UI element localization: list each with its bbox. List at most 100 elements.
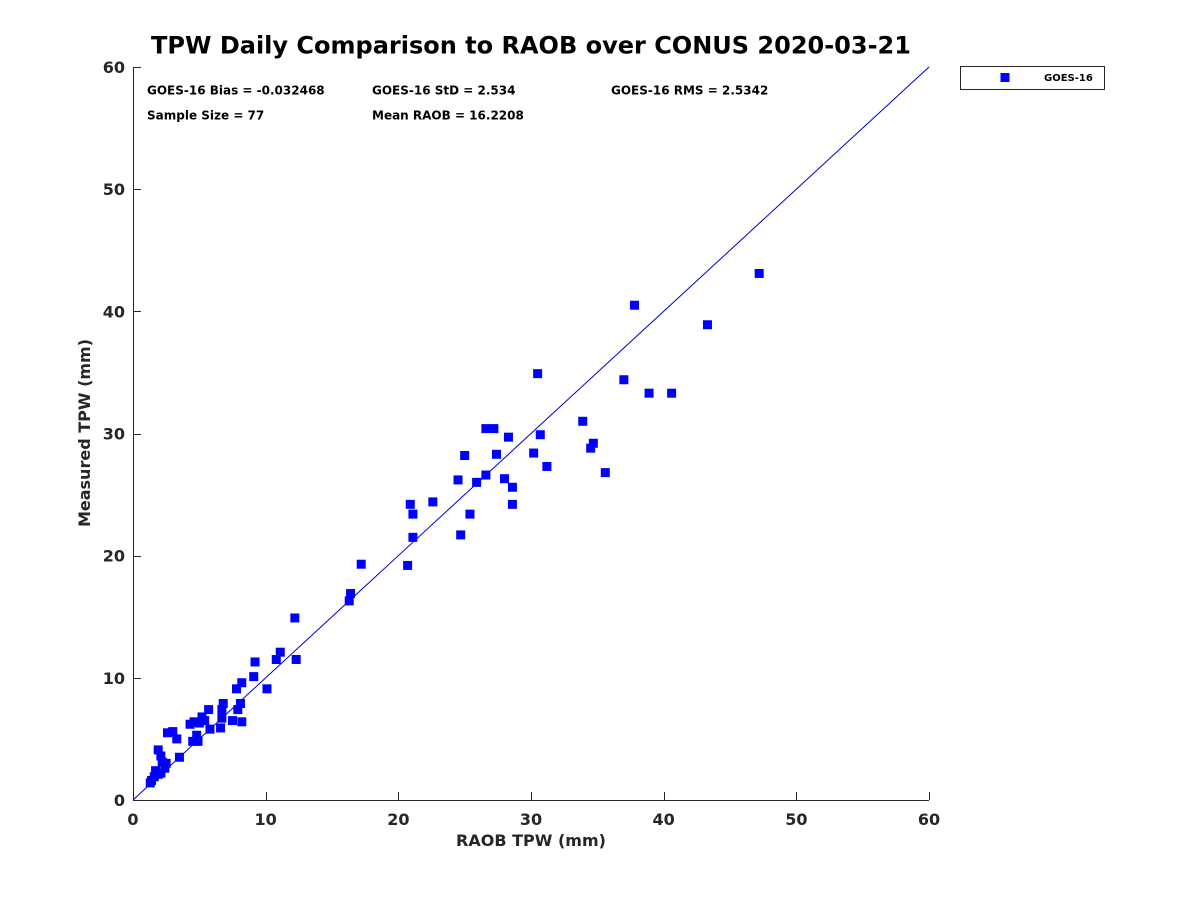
legend-label-goes-16: GOES-16 (1044, 73, 1093, 84)
x-tick-label: 20 (387, 810, 409, 829)
data-point (346, 589, 356, 599)
data-point (754, 268, 764, 278)
data-point (271, 655, 281, 665)
data-point (192, 730, 202, 740)
x-tick-label: 50 (785, 810, 807, 829)
data-point (405, 499, 415, 509)
legend-box (960, 66, 1105, 90)
data-point (428, 497, 438, 507)
data-point (156, 768, 166, 778)
x-tick-label: 60 (918, 810, 940, 829)
x-tick-label: 30 (520, 810, 542, 829)
data-point (218, 698, 228, 708)
data-point (507, 499, 517, 509)
data-point (194, 718, 204, 728)
legend: GOES-16 (960, 66, 1105, 90)
data-point (489, 424, 499, 434)
data-point (629, 300, 639, 310)
data-point (237, 678, 247, 688)
data-point (172, 734, 182, 744)
data-point (204, 705, 214, 715)
y-tick-label: 40 (103, 302, 125, 321)
y-tick-label: 20 (103, 547, 125, 566)
data-point (499, 474, 509, 484)
data-point (465, 509, 475, 519)
data-point (507, 482, 517, 492)
data-point (472, 477, 482, 487)
data-point (168, 727, 178, 737)
data-point (702, 320, 712, 330)
y-tick-label: 50 (103, 180, 125, 199)
chart-title: TPW Daily Comparison to RAOB over CONUS … (151, 32, 911, 60)
axes-layer: 0 10 20 30 40 50 60 0 10 20 30 40 50 60 (103, 58, 940, 829)
data-point (529, 448, 539, 458)
stat-rms: GOES-16 RMS = 2.5342 (611, 84, 768, 98)
y-tick-label: 0 (114, 791, 125, 810)
data-point (356, 559, 366, 569)
data-point (492, 449, 502, 459)
stat-std: GOES-16 StD = 2.534 (372, 84, 515, 98)
data-point (228, 716, 237, 726)
data-point (481, 424, 491, 434)
data-point (262, 684, 272, 694)
x-tick-label: 10 (255, 810, 277, 829)
data-point (162, 728, 172, 738)
data-point (644, 388, 654, 398)
data-point (161, 758, 171, 768)
legend-marker-goes-16 (1000, 73, 1010, 82)
data-point (290, 613, 300, 623)
data-points-layer (145, 268, 764, 788)
data-point (408, 532, 418, 542)
data-point (205, 724, 215, 734)
data-point (535, 430, 545, 440)
data-point (578, 416, 588, 426)
data-point (586, 443, 596, 453)
data-point (667, 388, 677, 398)
data-point (217, 713, 227, 723)
data-point (249, 672, 259, 682)
data-point (174, 752, 184, 762)
x-tick-label: 40 (653, 810, 675, 829)
stat-sample-size: Sample Size = 77 (147, 109, 264, 123)
data-point (403, 560, 413, 570)
data-point (600, 468, 610, 478)
stat-bias: GOES-16 Bias = -0.032468 (147, 84, 325, 98)
data-point (250, 657, 260, 667)
data-point (217, 705, 227, 715)
data-point (542, 461, 552, 471)
stats-panel: GOES-16 Bias = -0.032468 GOES-16 StD = 2… (147, 84, 768, 123)
data-point (216, 723, 226, 733)
data-point (235, 698, 245, 708)
data-point (156, 751, 166, 761)
reference-line-layer (132, 66, 930, 801)
x-tick-label: 0 (127, 810, 138, 829)
data-point (291, 655, 301, 665)
stat-mean-raob: Mean RAOB = 16.2208 (372, 109, 524, 123)
data-point (481, 470, 491, 480)
data-point (503, 432, 513, 442)
one-to-one-line (132, 66, 930, 801)
y-tick-label: 30 (103, 425, 125, 444)
data-point (160, 763, 170, 773)
data-point (588, 438, 598, 448)
data-point (460, 450, 470, 460)
data-point (237, 717, 247, 727)
data-point (189, 717, 199, 727)
data-point (231, 684, 241, 694)
data-point (456, 530, 466, 540)
data-point (619, 375, 629, 385)
data-point (533, 369, 543, 379)
data-point (453, 475, 463, 485)
data-point (153, 745, 163, 755)
y-axis-label: Measured TPW (mm) (75, 339, 94, 527)
data-point (275, 647, 285, 657)
data-point (193, 736, 203, 746)
y-tick-label: 60 (103, 58, 125, 77)
x-axis-label: RAOB TPW (mm) (456, 831, 606, 850)
data-point (200, 716, 210, 726)
data-point (188, 736, 198, 746)
data-point (408, 509, 418, 519)
y-tick-label: 10 (103, 669, 125, 688)
data-point (233, 705, 243, 715)
